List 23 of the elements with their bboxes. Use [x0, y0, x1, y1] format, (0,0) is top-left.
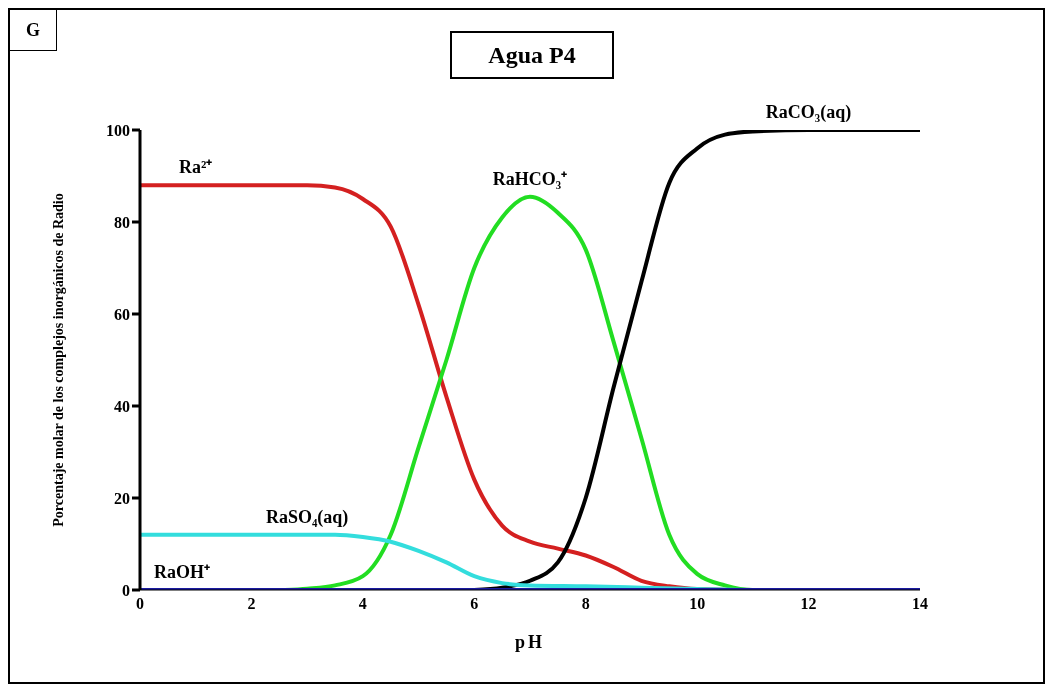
series-label: RaCO₃(aq): [765, 102, 852, 123]
x-tick-label: 4: [358, 595, 367, 613]
x-tick-label: 12: [800, 595, 817, 613]
series-label: RaSO₄(aq): [265, 506, 349, 528]
chart-title: Agua P4: [450, 31, 614, 79]
series-label: RaOH⁺: [154, 562, 211, 582]
y-tick-label: 60: [114, 305, 130, 323]
y-tick-label: 80: [114, 213, 130, 231]
x-tick-label: 0: [136, 595, 144, 613]
series-label: RaHCO₃⁺: [492, 168, 568, 189]
x-axis-title: pH: [514, 632, 546, 652]
y-tick-label: 100: [106, 121, 130, 139]
y-tick-label: 20: [114, 489, 130, 507]
x-tick-label: 6: [470, 595, 479, 613]
x-tick-label: 8: [581, 595, 590, 613]
series-label: Ra²⁺: [179, 157, 213, 178]
y-tick-label: 0: [122, 581, 130, 599]
x-tick-label: 2: [247, 595, 256, 613]
y-axis-title: Porcentaje molar de los complejos inorgánicos de Radio: [50, 193, 66, 527]
y-tick-label: 40: [114, 397, 130, 415]
text: G: [10, 10, 57, 51]
x-tick-label: 10: [689, 595, 706, 613]
x-tick-label: 14: [912, 595, 928, 613]
